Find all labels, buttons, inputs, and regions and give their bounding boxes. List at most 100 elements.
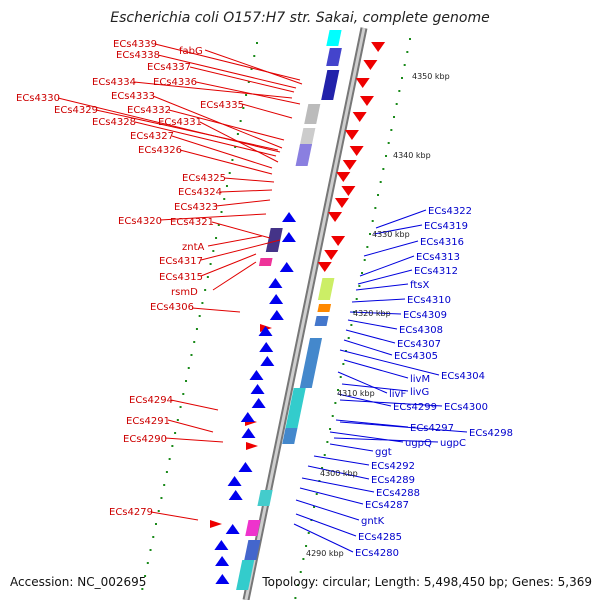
reverse-gene-arrow bbox=[341, 186, 356, 196]
gene-label[interactable]: ECs4279 bbox=[109, 507, 153, 518]
gene-label[interactable]: ECs4322 bbox=[428, 206, 472, 217]
forward-gene-arrow bbox=[251, 398, 266, 408]
feature-block bbox=[304, 104, 321, 124]
connector-line bbox=[341, 383, 409, 392]
gene-label[interactable]: ugpQ bbox=[405, 438, 432, 449]
gene-label[interactable]: ECs4307 bbox=[397, 339, 441, 350]
gene-label[interactable]: ECs4327 bbox=[130, 131, 174, 142]
gene-label[interactable]: ECs4299 bbox=[393, 402, 437, 413]
gene-label[interactable]: ECs4335 bbox=[200, 100, 244, 111]
tick-dot bbox=[144, 575, 147, 577]
gene-label[interactable]: ECs4339 bbox=[113, 39, 157, 50]
gene-label[interactable]: ECs4317 bbox=[159, 256, 203, 267]
tick-dot bbox=[217, 224, 220, 226]
kbp-label-4350: 4350 kbp bbox=[412, 72, 450, 81]
gene-label[interactable]: ECs4325 bbox=[182, 173, 226, 184]
gene-label[interactable]: ECs4329 bbox=[54, 105, 98, 116]
connector-line bbox=[293, 523, 354, 553]
tick-dot bbox=[157, 510, 160, 512]
connector-line bbox=[191, 307, 241, 313]
gene-label[interactable]: rsmD bbox=[171, 287, 198, 298]
gene-label[interactable]: zntA bbox=[182, 242, 205, 253]
gene-label[interactable]: ECs4292 bbox=[371, 461, 415, 472]
gene-label[interactable]: ECs4334 bbox=[92, 77, 136, 88]
gene-label[interactable]: ECs4294 bbox=[129, 395, 173, 406]
forward-gene-arrow bbox=[227, 476, 242, 486]
gene-label[interactable]: ECs4331 bbox=[158, 117, 202, 128]
tick-dot bbox=[307, 532, 310, 534]
feature-block bbox=[245, 520, 261, 536]
gene-label[interactable]: ECs4316 bbox=[420, 237, 464, 248]
gene-label[interactable]: ECs4328 bbox=[92, 117, 136, 128]
gene-label[interactable]: ECs4285 bbox=[358, 532, 402, 543]
gene-label[interactable]: gntK bbox=[361, 516, 385, 527]
gene-label[interactable]: ECs4323 bbox=[174, 202, 218, 213]
tick-dot bbox=[329, 428, 332, 430]
tick-dot bbox=[302, 558, 305, 560]
connector-line bbox=[200, 239, 281, 261]
gene-label[interactable]: fabG bbox=[179, 46, 203, 57]
connector-line bbox=[134, 121, 277, 157]
gene-label[interactable]: ECs4288 bbox=[376, 488, 420, 499]
gene-label[interactable]: ECs4321 bbox=[170, 217, 214, 228]
feature-block bbox=[295, 144, 313, 166]
gene-label[interactable]: ECs4330 bbox=[16, 93, 60, 104]
topology-text: Topology: circular; Length: 5,498,450 bp… bbox=[261, 575, 592, 589]
gene-label[interactable]: livM bbox=[410, 374, 430, 385]
gene-label[interactable]: ECs4310 bbox=[407, 295, 451, 306]
gene-label[interactable]: ECs4338 bbox=[116, 50, 160, 61]
gene-label[interactable]: ECs4298 bbox=[469, 428, 513, 439]
gene-label[interactable]: ECs4332 bbox=[127, 105, 171, 116]
tick-dot bbox=[253, 55, 256, 57]
gene-label[interactable]: ECs4324 bbox=[178, 187, 222, 198]
gene-label[interactable]: ECs4337 bbox=[147, 62, 191, 73]
gene-label[interactable]: ECs4312 bbox=[414, 266, 458, 277]
gene-label[interactable]: ECs4315 bbox=[159, 272, 203, 283]
gene-label[interactable]: ECs4306 bbox=[150, 302, 194, 313]
forward-gene-arrow bbox=[228, 490, 243, 500]
gene-label[interactable]: ECs4287 bbox=[365, 500, 409, 511]
tick-dot bbox=[250, 68, 253, 70]
tick-dot bbox=[342, 363, 345, 365]
connector-line bbox=[223, 177, 275, 183]
forward-gene-arrow bbox=[240, 412, 255, 422]
gene-label[interactable]: ugpC bbox=[440, 438, 466, 449]
gene-label[interactable]: ECs4289 bbox=[371, 475, 415, 486]
gene-label[interactable]: livG bbox=[410, 387, 429, 398]
gene-label[interactable]: ECs4336 bbox=[153, 77, 197, 88]
gene-label[interactable]: ECs4319 bbox=[424, 221, 468, 232]
gene-label[interactable]: ECs4326 bbox=[138, 145, 182, 156]
tick-dot bbox=[141, 588, 144, 590]
tick-dot bbox=[225, 185, 228, 187]
connector-line bbox=[351, 298, 406, 303]
tick-dot bbox=[345, 350, 348, 352]
tick-dot bbox=[398, 90, 401, 92]
tick-dot bbox=[149, 549, 152, 551]
gene-label[interactable]: ECs4297 bbox=[410, 423, 454, 434]
gene-label[interactable]: ECs4300 bbox=[444, 402, 488, 413]
gene-label[interactable]: ECs4320 bbox=[118, 216, 162, 227]
connector-line bbox=[152, 95, 283, 149]
gene-label[interactable]: ECs4308 bbox=[399, 325, 443, 336]
left-gene-labels: ECs4339 fabG ECs4338 ECs4337 ECs4334 ECs… bbox=[16, 39, 244, 518]
tick-dot bbox=[179, 406, 182, 408]
gene-label[interactable]: ECs4309 bbox=[403, 310, 447, 321]
gene-label[interactable]: ECs4304 bbox=[441, 371, 485, 382]
feature-block bbox=[236, 560, 255, 590]
connector-line bbox=[373, 224, 423, 235]
tick-dot bbox=[165, 471, 168, 473]
gene-label[interactable]: ECs4280 bbox=[355, 548, 399, 559]
gene-label[interactable]: ftsX bbox=[410, 280, 429, 291]
reverse-gene-arrow bbox=[336, 172, 351, 182]
gene-label[interactable]: ECs4291 bbox=[126, 416, 170, 427]
gene-label[interactable]: ECs4290 bbox=[123, 434, 167, 445]
gene-label[interactable]: ECs4313 bbox=[416, 252, 460, 263]
gene-label[interactable]: ECs4333 bbox=[111, 91, 155, 102]
connector-line bbox=[357, 269, 413, 285]
gene-label[interactable]: livF bbox=[389, 389, 406, 400]
reverse-gene-arrow bbox=[331, 236, 346, 246]
gene-label[interactable]: ECs4305 bbox=[394, 351, 438, 362]
feature-block bbox=[299, 128, 316, 146]
gene-label[interactable]: ggt bbox=[375, 447, 392, 458]
connector-line bbox=[215, 199, 271, 207]
